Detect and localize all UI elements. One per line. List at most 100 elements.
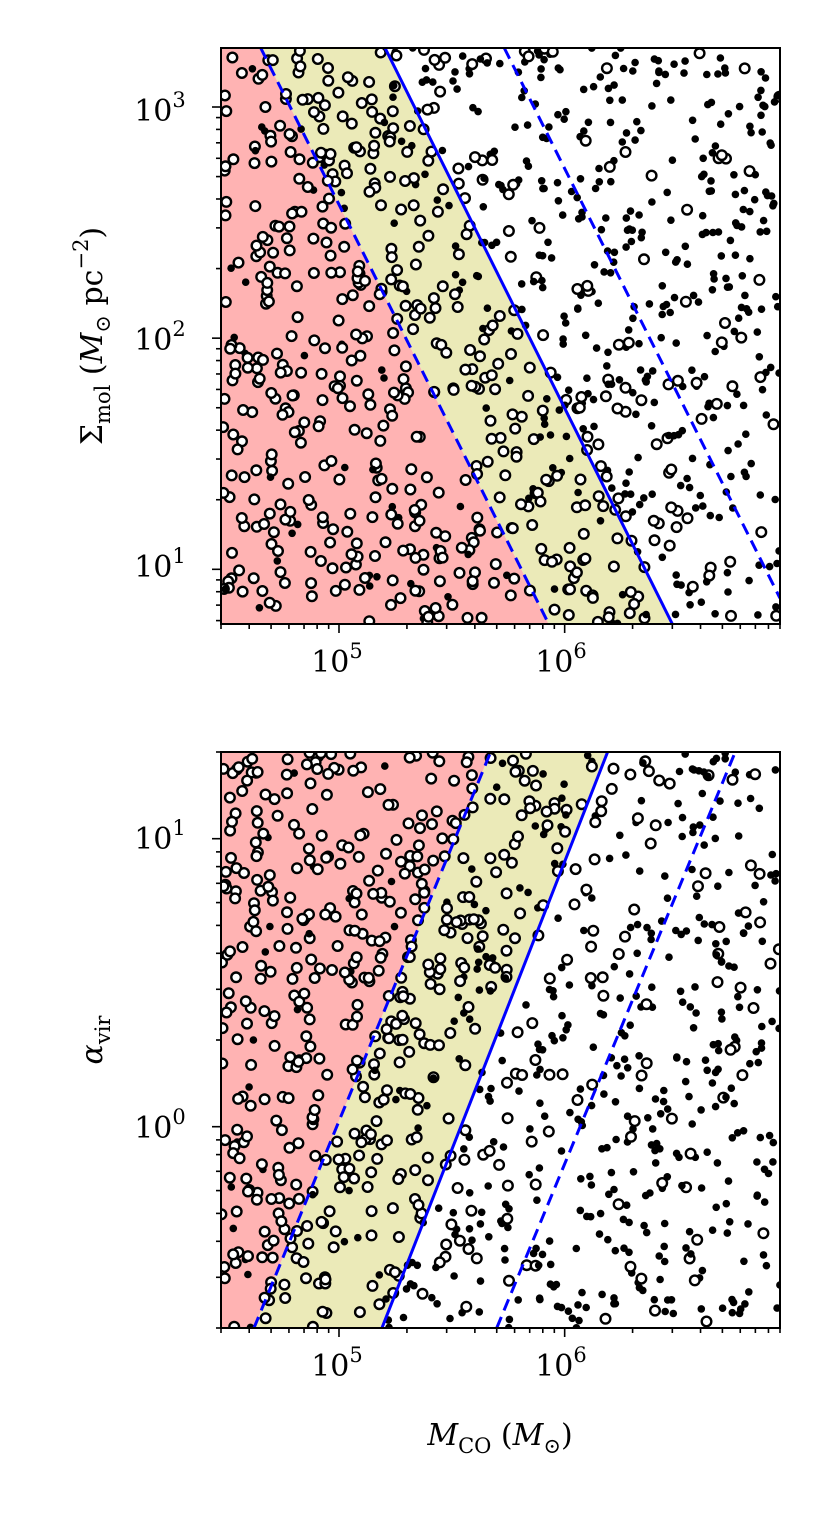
data-point-filled xyxy=(540,1112,549,1120)
data-point-open xyxy=(291,1224,304,1237)
data-point-filled xyxy=(454,993,463,1002)
data-point-open xyxy=(271,809,284,822)
solid-limit-line xyxy=(383,48,674,624)
data-point-open xyxy=(363,615,376,624)
data-point-filled xyxy=(582,1303,590,1312)
data-point-open xyxy=(313,962,326,975)
data-point-open xyxy=(484,792,497,805)
data-point-open xyxy=(353,1149,366,1162)
data-point-open xyxy=(506,408,519,421)
data-point-filled xyxy=(574,1301,582,1309)
data-point-filled xyxy=(672,571,680,579)
top-y-axis-label: Σmol (M⊙ pc−2) xyxy=(69,227,115,445)
data-point-filled xyxy=(480,174,488,182)
data-point-filled xyxy=(669,1309,678,1318)
dashed-limit-line xyxy=(252,752,493,1328)
data-point-open xyxy=(509,932,522,945)
data-point-open xyxy=(600,62,613,75)
data-point-open xyxy=(258,1093,271,1106)
data-point-open xyxy=(700,1315,713,1328)
data-point-filled xyxy=(721,69,730,77)
data-point-open xyxy=(439,51,452,64)
data-point-open xyxy=(230,1205,243,1218)
data-point-open xyxy=(315,829,328,842)
data-point-filled xyxy=(373,573,381,581)
data-point-open xyxy=(264,965,277,978)
data-point-filled xyxy=(595,1230,604,1238)
data-point-open xyxy=(597,500,610,513)
data-point-filled xyxy=(655,1252,663,1260)
data-point-filled xyxy=(273,557,282,565)
data-point-open xyxy=(693,48,706,60)
data-point-open xyxy=(488,576,501,589)
data-point-open xyxy=(483,1144,496,1157)
data-point-filled xyxy=(515,1087,523,1095)
data-point-open xyxy=(426,818,439,831)
data-point-filled xyxy=(747,459,755,468)
data-point-filled xyxy=(688,454,697,463)
data-point-filled xyxy=(642,610,650,619)
data-point-filled xyxy=(446,1314,454,1323)
data-point-open xyxy=(257,827,270,840)
data-point-open xyxy=(436,280,449,293)
data-point-open xyxy=(619,145,632,158)
data-point-filled xyxy=(698,1266,707,1275)
data-point-open xyxy=(602,611,615,624)
data-point-filled xyxy=(724,446,732,455)
data-point-open xyxy=(362,971,375,984)
data-point-filled xyxy=(688,865,696,874)
data-point-filled xyxy=(692,892,701,900)
data-point-filled xyxy=(702,578,711,586)
data-point-filled xyxy=(547,254,556,262)
data-point-filled xyxy=(648,1125,657,1133)
data-point-filled xyxy=(449,77,457,85)
data-point-filled xyxy=(460,1145,468,1153)
data-point-open xyxy=(268,793,281,806)
data-point-filled xyxy=(758,937,767,946)
data-point-filled xyxy=(498,1219,506,1228)
data-point-open xyxy=(422,154,435,167)
data-point-open xyxy=(221,1261,231,1273)
data-point-filled xyxy=(647,422,656,430)
data-point-open xyxy=(304,545,317,558)
data-point-filled xyxy=(251,146,260,155)
data-point-filled xyxy=(739,1127,748,1135)
data-point-open xyxy=(514,907,527,920)
data-point-filled xyxy=(717,252,726,260)
data-point-open xyxy=(489,558,502,571)
data-point-filled xyxy=(577,1175,585,1183)
data-point-open xyxy=(409,1017,422,1030)
data-point-open xyxy=(625,1130,638,1143)
data-point-filled xyxy=(266,473,275,482)
data-point-filled xyxy=(538,283,547,292)
data-point-open xyxy=(571,283,584,296)
data-point-open xyxy=(493,310,506,323)
data-point-filled xyxy=(610,248,619,257)
data-point-open xyxy=(311,863,324,876)
data-point-open xyxy=(312,91,325,104)
data-point-filled xyxy=(418,78,427,86)
data-point-open xyxy=(570,566,583,579)
data-point-open xyxy=(509,765,522,778)
data-point-filled xyxy=(703,1148,711,1156)
bottom-tick-marks xyxy=(212,751,781,1337)
data-point-filled xyxy=(499,1143,508,1151)
data-point-filled xyxy=(685,1092,693,1101)
data-point-open xyxy=(298,987,311,1000)
data-point-open xyxy=(369,550,382,563)
data-point-open xyxy=(366,1279,379,1292)
data-point-filled xyxy=(650,398,659,407)
data-point-filled xyxy=(588,894,596,902)
data-point-open xyxy=(592,490,605,503)
data-point-filled xyxy=(533,1196,541,1204)
data-point-open xyxy=(647,514,660,527)
data-point-filled xyxy=(746,207,754,216)
data-point-filled xyxy=(583,374,591,383)
data-point-open xyxy=(374,48,387,59)
data-point-filled xyxy=(474,107,482,116)
data-point-open xyxy=(274,119,287,132)
data-point-open xyxy=(603,160,616,173)
data-point-open xyxy=(644,837,657,850)
data-point-open xyxy=(571,1093,584,1106)
data-point-filled xyxy=(465,1189,474,1197)
